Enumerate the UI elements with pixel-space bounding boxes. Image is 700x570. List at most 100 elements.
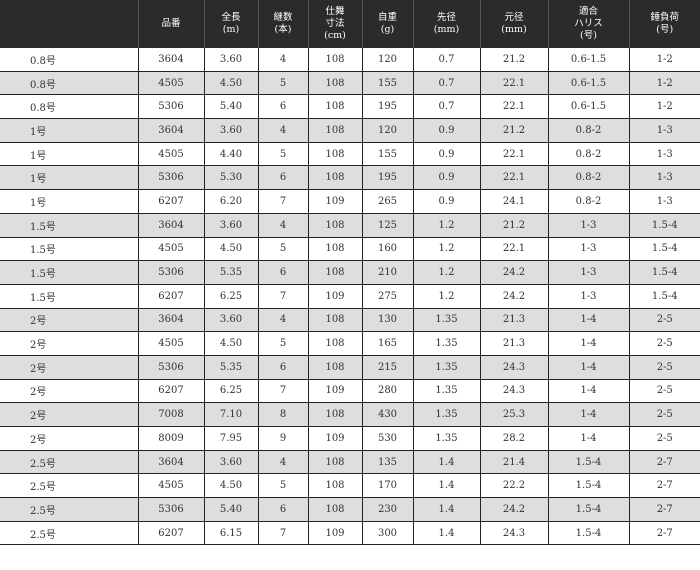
cell-butt-diameter: 24.3	[479, 355, 549, 380]
cell-sinker-load: 2-7	[628, 450, 700, 475]
cell-butt-diameter: 21.2	[479, 118, 549, 143]
cell-model-number: 8009	[137, 426, 205, 451]
cell-tip-diameter: 1.4	[412, 473, 481, 499]
cell-total-length: 4.40	[203, 142, 259, 167]
cell-total-length: 5.35	[203, 260, 259, 285]
cell-butt-diameter: 22.1	[479, 142, 549, 167]
table-row: 1号 3604 3.60 4 108 120 0.9 21.2 0.8-2 1-3	[0, 118, 700, 143]
cell-weight: 130	[361, 308, 414, 333]
cell-weight: 170	[361, 473, 414, 499]
cell-total-length: 4.50	[203, 331, 259, 356]
cell-weight: 530	[361, 426, 414, 451]
cell-closed-length: 108	[307, 94, 363, 120]
table-row: 1.5号 3604 3.60 4 108 125 1.2 21.2 1-3 1.5-4	[0, 213, 700, 238]
header-sections: 継数 (本)	[257, 0, 308, 48]
cell-butt-diameter: 22.1	[479, 165, 549, 191]
cell-closed-length: 108	[307, 213, 363, 238]
cell-total-length: 3.60	[203, 118, 259, 143]
cell-tip-diameter: 0.7	[412, 94, 481, 120]
header-butt-diameter: 元径 (mm)	[479, 0, 548, 48]
cell-tippet: 0.8-2	[547, 165, 630, 191]
cell-sections: 5	[257, 331, 309, 356]
cell-weight: 155	[361, 142, 414, 167]
table-row: 1号 6207 6.20 7 109 265 0.9 24.1 0.8-2 1-3	[0, 189, 700, 214]
cell-total-length: 5.40	[203, 497, 259, 522]
cell-closed-length: 108	[307, 473, 363, 499]
header-sinker-load: 錘負荷 (号)	[628, 0, 700, 48]
cell-sinker-load: 1.5-4	[628, 284, 700, 309]
cell-size: 1号	[0, 165, 139, 191]
table-row: 2.5号 3604 3.60 4 108 135 1.4 21.4 1.5-4 2-7	[0, 450, 700, 475]
cell-tippet: 0.8-2	[547, 118, 630, 143]
cell-weight: 155	[361, 71, 414, 96]
cell-total-length: 6.20	[203, 189, 259, 214]
cell-sections: 7	[257, 284, 309, 309]
cell-model-number: 3604	[137, 213, 205, 238]
table-row: 1.5号 6207 6.25 7 109 275 1.2 24.2 1-3 1.5-4	[0, 284, 700, 309]
cell-tip-diameter: 1.35	[412, 355, 481, 380]
cell-sinker-load: 1-3	[628, 142, 700, 167]
cell-weight: 165	[361, 331, 414, 356]
table-row: 2号 7008 7.10 8 108 430 1.35 25.3 1-4 2-5	[0, 402, 700, 427]
table-row: 1.5号 5306 5.35 6 108 210 1.2 24.2 1-3 1.5-4	[0, 260, 700, 285]
cell-sinker-load: 2-7	[628, 497, 700, 522]
cell-closed-length: 109	[307, 189, 363, 214]
cell-sinker-load: 2-5	[628, 426, 700, 451]
spec-table: 品番 全長 (m) 継数 (本) 仕舞 寸法 (cm) 自重 (g) 先径 (mm) 元径 …	[0, 0, 700, 546]
cell-tip-diameter: 0.7	[412, 71, 481, 96]
cell-model-number: 7008	[137, 402, 205, 427]
cell-tippet: 1.5-4	[547, 450, 630, 475]
cell-tippet: 1.5-4	[547, 497, 630, 522]
cell-tippet: 0.6-1.5	[547, 94, 630, 120]
table-body: 0.8号 3604 3.60 4 108 120 0.7 21.2 0.6-1.5 1-2 0.8号…	[0, 48, 700, 546]
cell-weight: 265	[361, 189, 414, 214]
cell-size: 1.5号	[0, 213, 139, 238]
cell-total-length: 3.60	[203, 213, 259, 238]
table-row: 0.8号 5306 5.40 6 108 195 0.7 22.1 0.6-1.5 1-2	[0, 94, 700, 120]
cell-tippet: 1-3	[547, 260, 630, 285]
cell-butt-diameter: 22.2	[479, 473, 549, 499]
cell-tip-diameter: 1.4	[412, 497, 481, 522]
cell-size: 1.5号	[0, 260, 139, 285]
cell-tip-diameter: 0.9	[412, 165, 481, 191]
cell-butt-diameter: 21.2	[479, 48, 549, 72]
cell-butt-diameter: 24.3	[479, 521, 549, 546]
cell-model-number: 3604	[137, 450, 205, 475]
cell-model-number: 3604	[137, 308, 205, 333]
cell-model-number: 6207	[137, 284, 205, 309]
cell-weight: 430	[361, 402, 414, 427]
cell-weight: 300	[361, 521, 414, 546]
cell-sinker-load: 2-5	[628, 402, 700, 427]
cell-sections: 4	[257, 48, 309, 72]
cell-total-length: 3.60	[203, 48, 259, 72]
cell-tip-diameter: 1.35	[412, 426, 481, 451]
cell-butt-diameter: 25.3	[479, 402, 549, 427]
cell-sinker-load: 1-2	[628, 94, 700, 120]
cell-size: 1.5号	[0, 237, 139, 262]
header-total-length: 全長 (m)	[203, 0, 258, 48]
table-header-row: 品番 全長 (m) 継数 (本) 仕舞 寸法 (cm) 自重 (g) 先径 (mm) 元径 …	[0, 0, 700, 48]
cell-weight: 120	[361, 118, 414, 143]
cell-sinker-load: 2-5	[628, 379, 700, 404]
cell-sinker-load: 1.5-4	[628, 213, 700, 238]
cell-butt-diameter: 24.3	[479, 379, 549, 404]
cell-sections: 5	[257, 142, 309, 167]
cell-size: 0.8号	[0, 94, 139, 120]
cell-closed-length: 108	[307, 308, 363, 333]
table-row: 2号 5306 5.35 6 108 215 1.35 24.3 1-4 2-5	[0, 355, 700, 380]
cell-tippet: 0.8-2	[547, 189, 630, 214]
cell-tip-diameter: 1.35	[412, 402, 481, 427]
cell-size: 2.5号	[0, 497, 139, 522]
cell-sinker-load: 2-5	[628, 355, 700, 380]
cell-tippet: 1-4	[547, 402, 630, 427]
cell-sinker-load: 1-3	[628, 165, 700, 191]
table-row: 2号 8009 7.95 9 109 530 1.35 28.2 1-4 2-5	[0, 426, 700, 451]
table-row: 2.5号 4505 4.50 5 108 170 1.4 22.2 1.5-4 2-7	[0, 473, 700, 499]
cell-tip-diameter: 0.9	[412, 118, 481, 143]
cell-total-length: 6.25	[203, 284, 259, 309]
cell-sections: 9	[257, 426, 309, 451]
header-size	[0, 0, 138, 48]
cell-size: 2号	[0, 355, 139, 380]
cell-model-number: 4505	[137, 331, 205, 356]
cell-closed-length: 109	[307, 379, 363, 404]
